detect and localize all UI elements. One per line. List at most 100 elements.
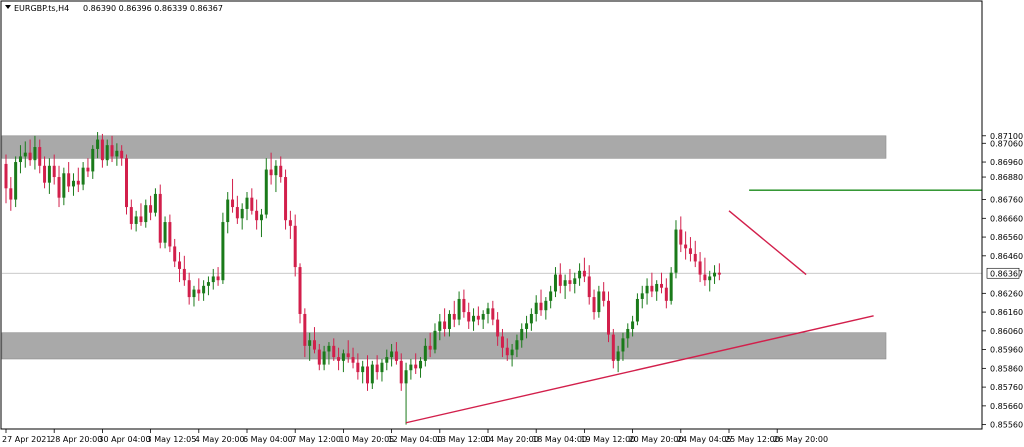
candle-body [288, 220, 292, 226]
candle-body [525, 323, 529, 329]
candle [568, 268, 572, 292]
candle-body [351, 357, 355, 363]
candle [655, 280, 659, 301]
x-tick-label: 18 May 04:00 [532, 435, 587, 444]
trendline-2[interactable] [728, 210, 807, 276]
candle [351, 347, 355, 369]
candle [255, 199, 259, 230]
candle-body [91, 148, 95, 172]
candle [134, 210, 138, 232]
candle [317, 343, 321, 371]
candle [81, 162, 85, 191]
candle [558, 263, 562, 294]
candle-body [341, 353, 345, 361]
candle [385, 349, 389, 371]
candle [288, 210, 292, 239]
caret-down-icon[interactable] [5, 5, 11, 9]
candle-body [486, 308, 490, 314]
candle-body [717, 272, 721, 275]
candle [433, 323, 437, 354]
candle-body [491, 308, 495, 320]
candle-body [187, 280, 191, 298]
candle-body [568, 280, 572, 284]
candle [529, 308, 533, 331]
candle-body [500, 336, 504, 348]
candle [669, 267, 673, 305]
candle-body [327, 345, 331, 352]
candle [139, 203, 143, 226]
candle-body [337, 357, 341, 361]
candle-body [635, 298, 639, 322]
zone-rect-2[interactable] [1, 332, 887, 360]
y-tick-label: 0.86060 [990, 327, 1023, 336]
candle [235, 195, 239, 224]
candle-body [698, 261, 702, 275]
candle-body [399, 360, 403, 384]
candle-body [168, 222, 172, 247]
candle-body [255, 210, 259, 221]
candle [708, 270, 712, 292]
candle-body [81, 167, 85, 185]
candle-body [202, 285, 206, 294]
candle-body [250, 197, 254, 211]
candle [660, 272, 664, 294]
candle-body [28, 152, 32, 161]
zone-rect-1[interactable] [1, 135, 887, 159]
candle-body [163, 222, 167, 243]
candle-body [655, 283, 659, 292]
candle [607, 291, 610, 343]
candle [298, 263, 302, 324]
candle-body [433, 330, 437, 350]
candle [650, 272, 654, 298]
candle-body [18, 156, 22, 163]
trendline-1[interactable] [405, 315, 874, 424]
candle-body [192, 289, 196, 298]
y-tick-label: 0.86760 [990, 196, 1023, 205]
candle [611, 328, 615, 369]
candle [486, 302, 490, 324]
candle [182, 255, 186, 286]
candle [346, 340, 350, 363]
candle [96, 132, 100, 159]
candle-body [419, 360, 423, 369]
candle-body [346, 353, 350, 358]
candle-body [211, 276, 215, 283]
candle [312, 327, 316, 354]
candle [587, 265, 591, 305]
candle [57, 165, 61, 208]
candle [178, 252, 182, 283]
candle-body [688, 248, 692, 254]
candle [71, 173, 75, 196]
symbol-info: EURGBP.ts,H4 0.86390 0.86396 0.86339 0.8… [5, 4, 223, 13]
candle [91, 145, 95, 179]
plot-frame [0, 0, 983, 430]
candle-body [645, 285, 649, 294]
candle-body [472, 315, 476, 322]
candle [356, 353, 360, 380]
candle-body [197, 289, 201, 294]
candle-body [298, 267, 302, 314]
x-tick-label: 14 May 20:00 [484, 435, 539, 444]
candle [202, 280, 206, 301]
candle-body [245, 197, 249, 209]
y-tick-label: 0.85660 [990, 402, 1023, 411]
candle-body [149, 205, 153, 213]
candle [688, 237, 692, 262]
candle [582, 257, 586, 283]
candle [534, 295, 538, 322]
candle-body [105, 145, 109, 161]
candle [491, 300, 495, 326]
candle-body [631, 321, 635, 329]
candle-body [240, 208, 244, 219]
candle-body [553, 274, 557, 292]
candle-body [578, 270, 582, 279]
drawn-lines[interactable] [405, 189, 982, 424]
candle-body [76, 180, 80, 185]
x-tick-label: 7 May 12:00 [291, 435, 341, 444]
candle-body [650, 285, 654, 292]
candle-body [216, 276, 220, 281]
candle-body [573, 278, 577, 284]
candle-body [178, 261, 182, 269]
